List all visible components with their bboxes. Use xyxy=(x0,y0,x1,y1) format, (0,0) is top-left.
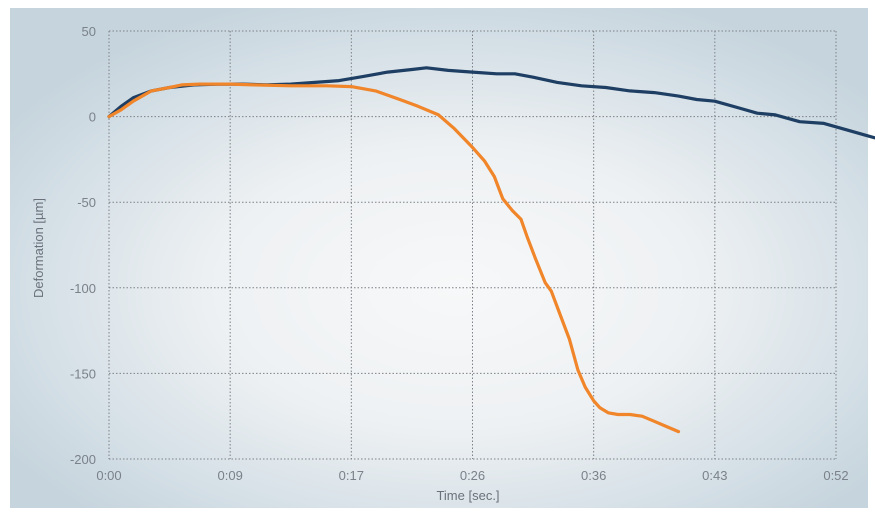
y-tick-label: -50 xyxy=(77,195,96,210)
x-tick-label: 0:17 xyxy=(339,468,364,483)
y-axis-title: Deformation [µm] xyxy=(31,198,46,298)
y-tick-label: 0 xyxy=(89,110,96,125)
y-tick-label: 50 xyxy=(82,24,96,39)
x-tick-label: 0:43 xyxy=(702,468,727,483)
y-tick-label: -200 xyxy=(70,452,96,467)
x-axis-title: Time [sec.] xyxy=(436,488,499,503)
x-tick-label: 0:52 xyxy=(823,468,848,483)
x-tick-label: 0:09 xyxy=(218,468,243,483)
y-tick-label: -100 xyxy=(70,281,96,296)
x-tick-label: 0:36 xyxy=(581,468,606,483)
x-tick-label: 0:00 xyxy=(96,468,121,483)
y-tick-label: -150 xyxy=(70,366,96,381)
x-tick-label: 0:26 xyxy=(460,468,485,483)
series-line-2 xyxy=(107,82,681,434)
